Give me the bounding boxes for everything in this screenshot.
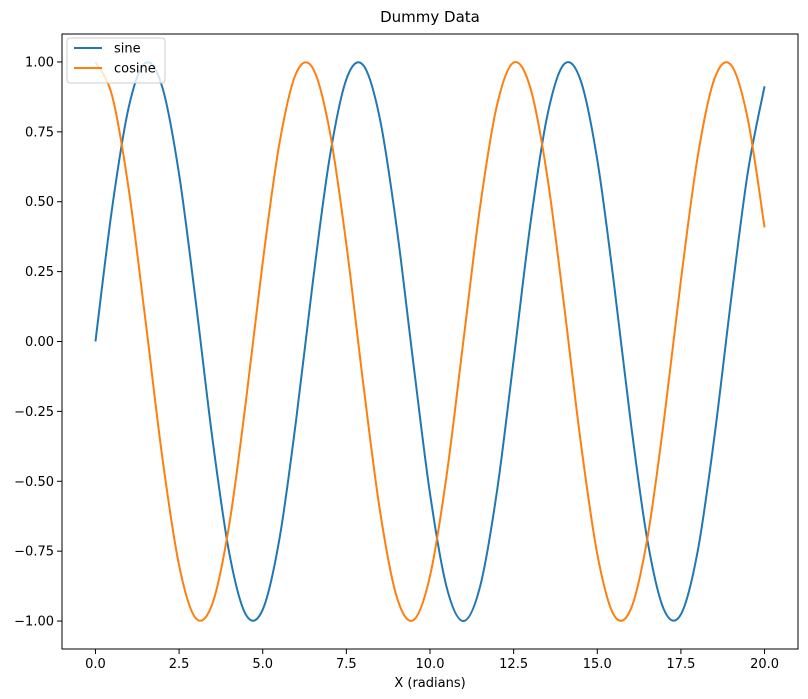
series-line-cosine <box>94 61 766 622</box>
y-tick-label: 0.25 <box>25 265 54 280</box>
series-line-sine <box>94 61 766 623</box>
y-axis: 1.00 0.75 0.50 0.25 0.00 −0.25 −0.50 −0.75 −1.00 <box>14 55 62 630</box>
y-tick-label: 0.00 <box>25 335 54 350</box>
y-tick-label: −0.25 <box>14 405 54 420</box>
x-tick-label: 7.5 <box>336 657 357 672</box>
x-axis: 0.0 2.5 5.0 7.5 10.0 12.5 15.0 17.5 20.0 <box>85 649 779 672</box>
y-tick-label: −0.75 <box>14 545 54 560</box>
x-tick-label: 10.0 <box>416 657 445 672</box>
y-tick-label: −0.50 <box>14 475 54 490</box>
x-tick-label: 20.0 <box>750 657 779 672</box>
x-tick-label: 17.5 <box>666 657 695 672</box>
legend-label-sine: sine <box>114 42 141 57</box>
x-tick-label: 2.5 <box>169 657 190 672</box>
y-tick-label: 0.50 <box>25 195 54 210</box>
legend-label-cosine: cosine <box>114 62 156 77</box>
y-tick-label: −1.00 <box>14 615 54 630</box>
legend: sine cosine <box>66 37 166 84</box>
chart-title: Dummy Data <box>380 8 480 26</box>
x-axis-title: X (radians) <box>394 676 465 691</box>
y-tick-label: 0.75 <box>25 125 54 140</box>
x-tick-label: 15.0 <box>583 657 612 672</box>
y-tick-label: 1.00 <box>25 55 54 70</box>
plot-area <box>94 61 766 623</box>
x-tick-label: 0.0 <box>85 657 106 672</box>
x-tick-label: 12.5 <box>499 657 528 672</box>
legend-box <box>66 37 166 84</box>
x-tick-label: 5.0 <box>252 657 273 672</box>
